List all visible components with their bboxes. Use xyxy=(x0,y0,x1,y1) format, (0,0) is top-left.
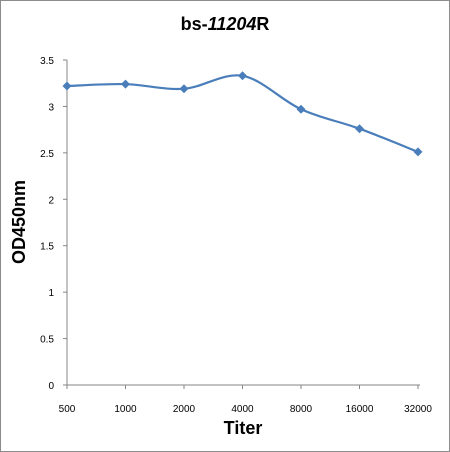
chart-title-prefix: bs- xyxy=(181,14,208,34)
x-axis-label: Titer xyxy=(224,418,263,438)
y-tick-label: 3.5 xyxy=(40,56,54,67)
data-point-marker xyxy=(121,79,130,89)
y-tick-label: 2.5 xyxy=(40,149,54,160)
x-tick-label: 32000 xyxy=(404,404,432,415)
chart-title-suffix: R xyxy=(256,14,269,34)
y-tick-label: 0 xyxy=(48,381,54,392)
data-point-marker xyxy=(355,124,364,134)
y-tick-label: 1.5 xyxy=(40,242,54,253)
chart-title-italic: 11204 xyxy=(208,14,257,34)
x-tick-label: 1000 xyxy=(114,404,137,415)
chart-title: bs-11204R xyxy=(181,14,270,34)
y-tick-label: 1 xyxy=(48,288,54,299)
data-point-marker xyxy=(62,81,72,91)
y-tick-label: 3 xyxy=(48,102,54,113)
x-tick-label: 500 xyxy=(59,404,76,415)
data-point-marker xyxy=(179,84,189,94)
x-tick-label: 16000 xyxy=(346,404,374,415)
data-point-marker xyxy=(296,104,306,114)
y-axis-label: OD450nm xyxy=(9,180,29,264)
y-tick-group: 0 0.5 1 1.5 2 2.5 3 3.5 xyxy=(40,56,67,392)
data-point-marker xyxy=(238,71,247,81)
y-tick-label: 2 xyxy=(48,195,54,206)
x-tick-label: 4000 xyxy=(231,404,254,415)
x-tick-group: 500 1000 2000 4000 8000 16000 32000 xyxy=(59,385,432,415)
marker-group xyxy=(62,71,423,157)
series-line xyxy=(66,74,419,153)
x-tick-label: 2000 xyxy=(173,404,196,415)
data-point-marker xyxy=(413,147,423,157)
x-tick-label: 8000 xyxy=(290,404,313,415)
y-tick-label: 0.5 xyxy=(40,335,54,346)
